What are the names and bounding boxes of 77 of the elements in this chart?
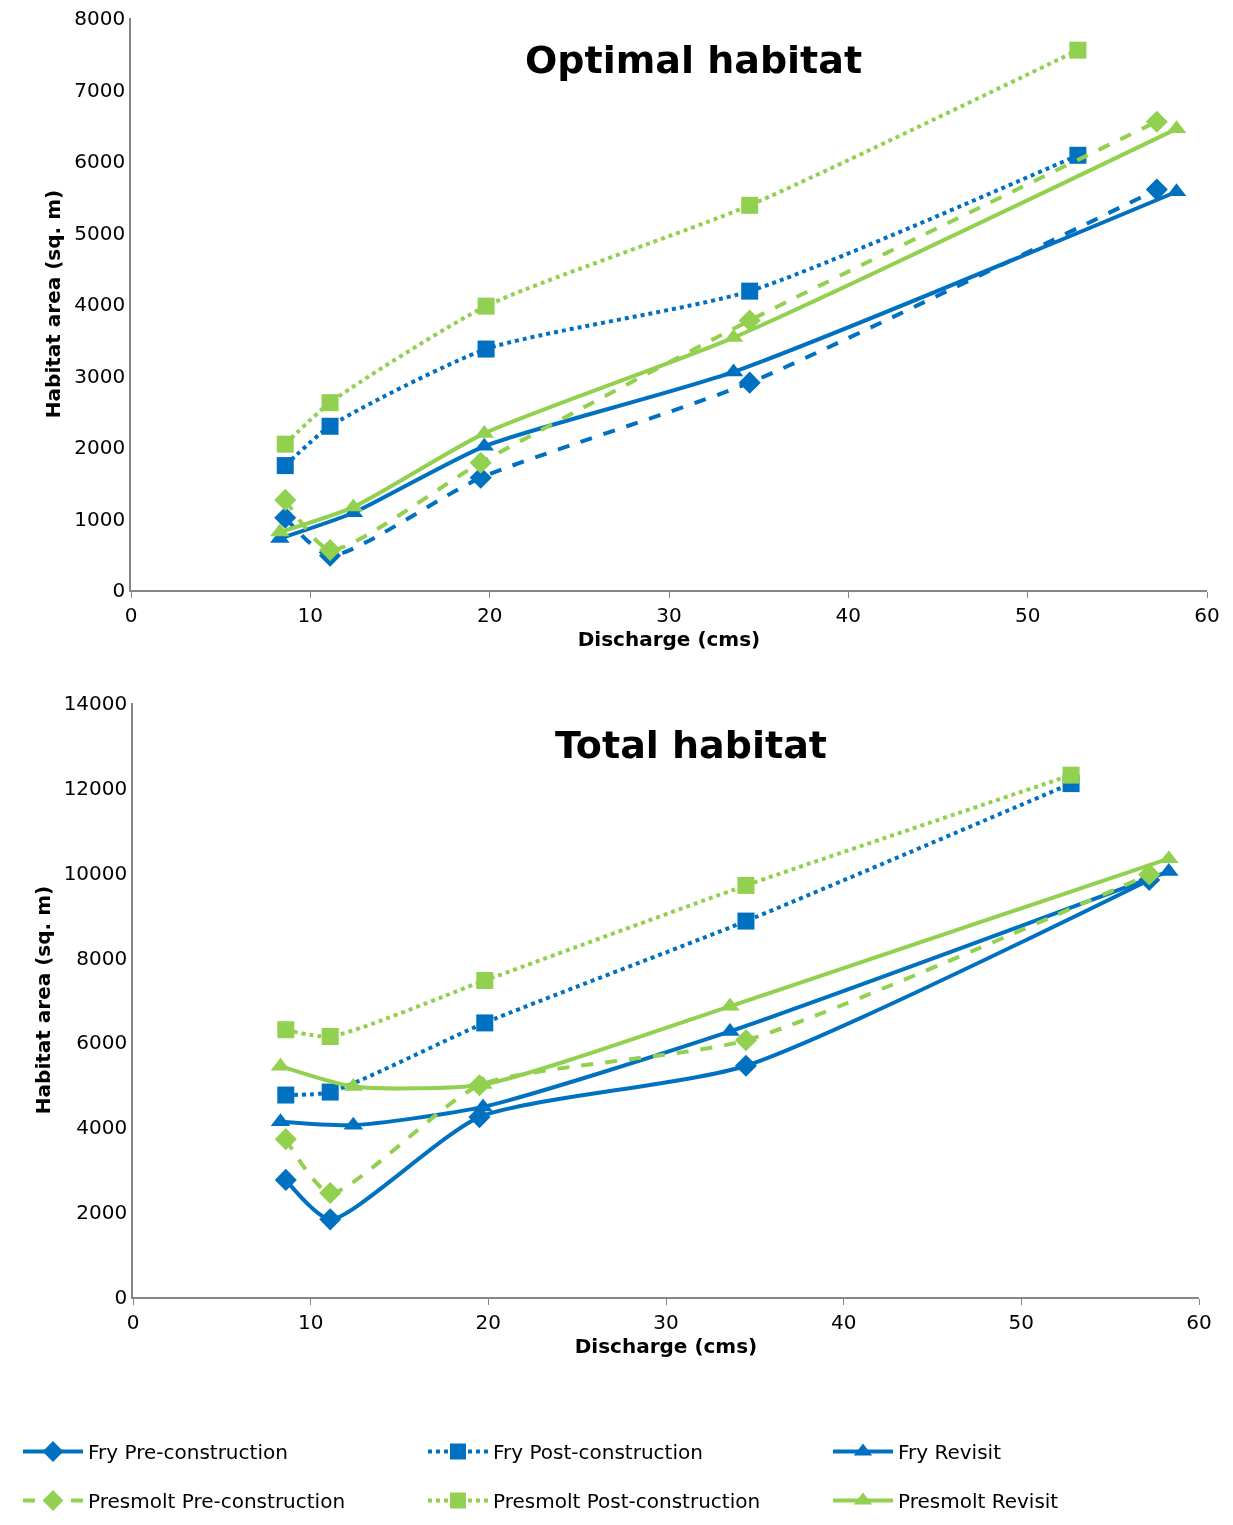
x-tick-label: 30 — [653, 1309, 679, 1334]
y-tick-label: 4000 — [76, 1115, 128, 1140]
x-tick-label: 40 — [835, 602, 862, 627]
legend-label: Fry Pre-construction — [88, 1440, 288, 1465]
y-tick-label: 1000 — [74, 506, 126, 531]
point — [277, 1021, 295, 1039]
y-tick-label: 6000 — [76, 1030, 128, 1055]
text: Optimal habitat — [525, 38, 863, 82]
point — [720, 1022, 740, 1036]
y-tick-label: 5000 — [74, 220, 126, 245]
point — [476, 971, 494, 989]
x-tick-label: 20 — [476, 602, 503, 627]
x-tick-label: 40 — [830, 1309, 857, 1334]
legend-label: Fry Post-construction — [493, 1440, 703, 1465]
x-tick-label: 60 — [1186, 1309, 1212, 1334]
point — [477, 340, 495, 358]
x-tick-label: 50 — [1014, 602, 1041, 627]
point — [1062, 766, 1080, 784]
y-tick-label: 8000 — [74, 6, 126, 30]
point — [319, 1208, 342, 1231]
text: Total habitat — [555, 723, 827, 767]
point — [476, 1014, 494, 1032]
point — [738, 309, 761, 332]
legend-label: Presmolt Pre-construction — [88, 1489, 346, 1514]
y-tick-label: 2000 — [74, 435, 126, 459]
point — [274, 488, 297, 511]
x-tick-label: 20 — [475, 1309, 502, 1334]
point — [1145, 178, 1168, 201]
y-tick-label: 14000 — [63, 691, 128, 715]
point — [477, 297, 495, 315]
point — [734, 1029, 757, 1052]
point — [741, 282, 759, 300]
y-tick-label: 2000 — [76, 1200, 128, 1225]
point — [473, 1098, 493, 1112]
x-tick-label: 60 — [1194, 602, 1220, 627]
point — [274, 1168, 297, 1191]
point — [319, 538, 342, 562]
y-tick-label: 12000 — [63, 775, 128, 800]
y-tick-label: 3000 — [74, 363, 126, 388]
point — [321, 1083, 339, 1101]
x-tick-label: 50 — [1008, 1309, 1035, 1334]
y-tick-label: 6000 — [74, 149, 126, 173]
point — [270, 523, 290, 537]
y-tick-label: 7000 — [74, 77, 126, 102]
x-axis-title: Discharge (cms) — [577, 626, 761, 651]
y-tick-label: 10000 — [63, 860, 128, 885]
point — [321, 417, 339, 435]
point — [1145, 110, 1168, 133]
x-tick-label: 10 — [297, 602, 324, 627]
point — [737, 912, 755, 930]
point — [741, 196, 759, 214]
legend-label: Fry Revisit — [898, 1440, 1002, 1465]
point — [738, 371, 761, 394]
x-tick-label: 30 — [656, 602, 682, 627]
y-tick-label: 8000 — [76, 945, 128, 970]
x-tick-label: 10 — [297, 1309, 324, 1334]
point — [319, 1182, 342, 1205]
point — [469, 451, 492, 474]
point — [276, 435, 294, 453]
legend-label: Presmolt Post-construction — [493, 1489, 761, 1514]
point — [274, 506, 297, 529]
y-axis-title: Habitat area (sq. m) — [41, 189, 66, 419]
y-axis-title: Habitat area (sq. m) — [30, 885, 55, 1115]
y-tick-label: 0 — [112, 578, 126, 602]
point — [321, 1027, 339, 1045]
point — [734, 1054, 757, 1077]
point — [1069, 41, 1087, 59]
point — [277, 1086, 295, 1104]
x-axis-title: Discharge (cms) — [574, 1333, 758, 1358]
point — [321, 394, 339, 412]
y-tick-label: 0 — [114, 1285, 128, 1309]
point — [276, 457, 294, 475]
y-tick-label: 4000 — [74, 292, 126, 316]
point — [737, 876, 755, 894]
point — [274, 1128, 297, 1151]
point — [720, 997, 740, 1011]
legend-label: Presmolt Revisit — [898, 1489, 1059, 1514]
